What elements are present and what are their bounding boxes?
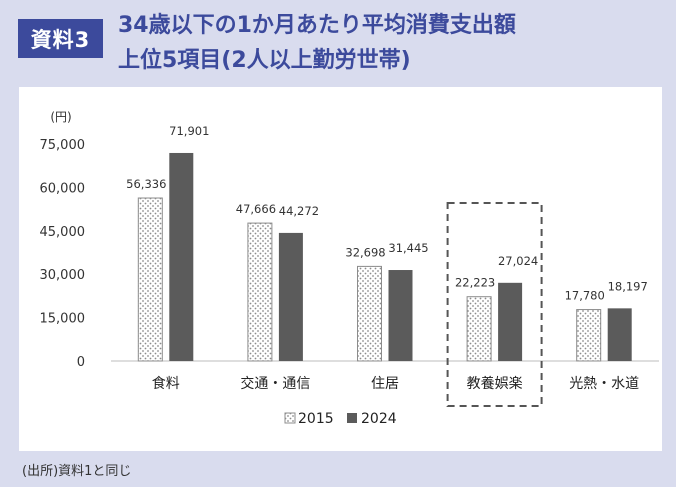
bar-2024: [388, 270, 413, 361]
y-axis-unit-label: (円): [50, 110, 71, 124]
data-label-2015: 17,780: [565, 289, 605, 303]
chart-title-line-1: 34歳以下の1か月あたり平均消費支出額: [118, 13, 516, 38]
data-label-2024: 27,024: [498, 254, 538, 268]
bar-2015: [466, 296, 492, 362]
y-tick-label: 30,000: [40, 268, 86, 283]
category-label: 光熱・水道: [569, 376, 639, 392]
data-label-2024: 31,445: [388, 241, 428, 255]
data-label-2015: 22,223: [455, 276, 495, 290]
bar-2024: [498, 282, 523, 361]
y-tick-label: 45,000: [40, 225, 86, 240]
y-tick-label: 60,000: [40, 181, 86, 196]
highlight-box: [446, 202, 543, 407]
data-label-2015: 56,336: [126, 177, 166, 191]
bar-2024: [607, 308, 632, 361]
data-label-2015: 47,666: [236, 202, 276, 216]
legend-swatch-2024: [347, 413, 357, 423]
bar-2024: [169, 152, 194, 361]
bar-chart: (円) 0 15,000 30,000 45,000 60,000 75,000 56,336…: [40, 110, 659, 427]
chart-title-line-2: 上位5項目(2人以上勤労世帯): [118, 48, 411, 73]
category-label: 食料: [152, 375, 180, 392]
chart-title: 34歳以下の1か月あたり平均消費支出額 上位5項目(2人以上勤労世帯): [118, 8, 516, 78]
legend-swatch-2015: [284, 412, 296, 424]
bar-2015: [357, 265, 382, 362]
bar-2015: [576, 309, 602, 362]
bar-2015: [247, 222, 273, 362]
figure-number-badge: 資料3: [18, 19, 103, 58]
bar-2024: [278, 232, 303, 361]
chart-panel: (円) 0 15,000 30,000 45,000 60,000 75,000 56,336…: [19, 87, 662, 451]
y-tick-label: 15,000: [40, 312, 86, 327]
data-label-2024: 18,197: [608, 279, 648, 293]
legend-label-2024: 2024: [361, 411, 397, 427]
data-label-2015: 32,698: [345, 245, 385, 259]
category-label: 交通・通信: [240, 375, 310, 392]
y-tick-label: 0: [77, 355, 85, 370]
source-note: (出所)資料1と同じ: [22, 464, 132, 479]
bar-2015: [137, 197, 163, 362]
y-tick-label: 75,000: [40, 138, 86, 153]
data-label-2024: 44,272: [279, 204, 319, 218]
data-label-2024: 71,901: [169, 124, 209, 138]
category-label: 住居: [371, 376, 399, 392]
legend-label-2015: 2015: [298, 411, 334, 427]
category-label: 教養娯楽: [467, 375, 523, 392]
